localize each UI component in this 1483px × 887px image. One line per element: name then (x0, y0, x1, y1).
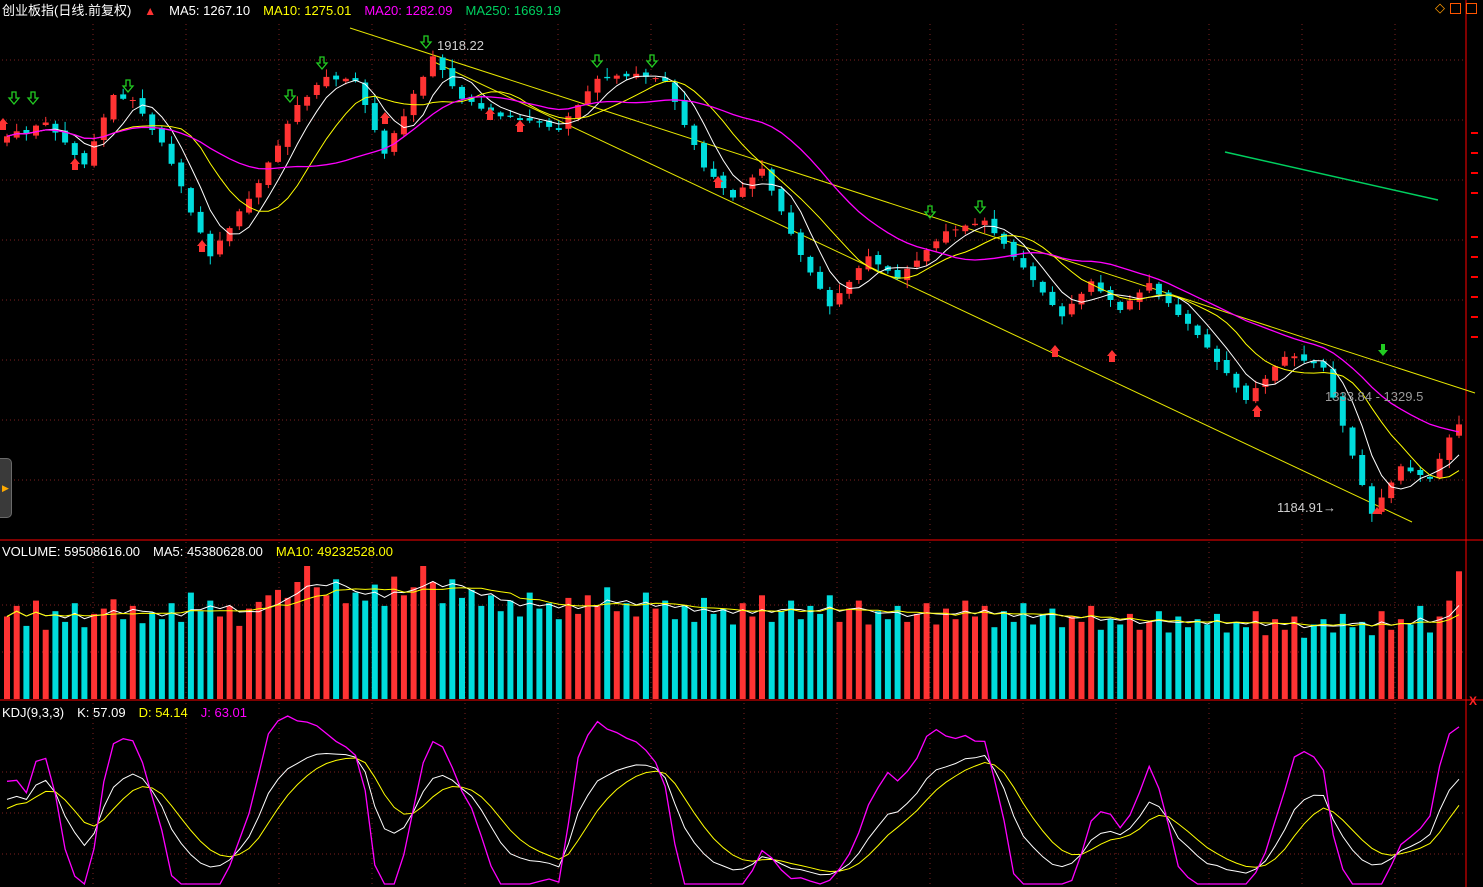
window-controls: ◇ (1435, 0, 1477, 15)
maximize-window-icon[interactable] (1466, 2, 1477, 14)
sidebar-expand-tab[interactable]: ▶ (0, 458, 12, 518)
restore-window-icon[interactable] (1450, 2, 1461, 14)
diamond-icon[interactable]: ◇ (1435, 0, 1445, 15)
expand-arrow-icon: ▶ (2, 482, 9, 493)
close-indicator-button[interactable]: X (1469, 694, 1478, 708)
